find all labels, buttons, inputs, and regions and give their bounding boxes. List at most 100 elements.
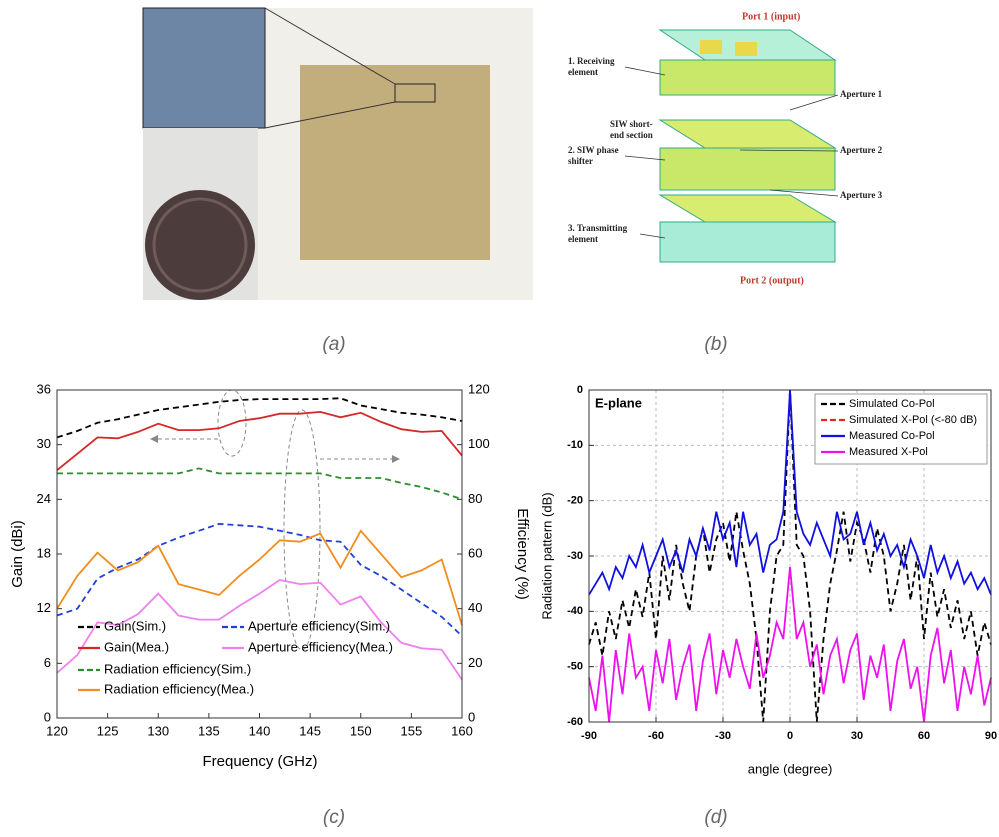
- y2-tick-label: 100: [468, 436, 490, 451]
- diagram-label: Aperture 1: [840, 89, 883, 99]
- leader-line: [624, 155, 666, 161]
- x-axis-label: Frequency (GHz): [202, 753, 317, 770]
- diagram: [658, 29, 837, 263]
- leader-line: [789, 94, 839, 111]
- y2-tick-label: 0: [468, 709, 475, 724]
- patch: [700, 40, 722, 54]
- x-tick-label: 30: [851, 730, 863, 742]
- diagram-label: element: [568, 234, 598, 244]
- x-tick-label: 60: [918, 730, 930, 742]
- leader-line: [639, 233, 666, 239]
- x-tick-label: 145: [299, 723, 321, 738]
- legend-label: Radiation efficiency(Mea.): [104, 681, 254, 696]
- series-line: [56, 522, 463, 637]
- legend-label: Aperture efficiency(Mea.): [248, 639, 393, 654]
- y-tick-label: 24: [37, 491, 51, 506]
- caption: (a): [322, 334, 345, 355]
- layer-2: [659, 147, 836, 191]
- annotation: E-plane: [595, 395, 642, 410]
- diagram-label: Port 2 (output): [740, 275, 804, 286]
- y-tick-label: -40: [567, 605, 583, 617]
- y-tick-label: -10: [567, 439, 583, 451]
- y-tick-label: -50: [567, 661, 583, 673]
- diagram-label: element: [568, 67, 598, 77]
- leader-line: [769, 189, 839, 197]
- y-axis-label: Gain (dBi): [9, 520, 26, 588]
- layer-3: [659, 221, 836, 263]
- y-tick-label: 0: [44, 709, 51, 724]
- zoom-inset: [142, 7, 266, 129]
- zoom-line: [264, 7, 396, 85]
- y2-axis-label: Efficiency (%): [514, 508, 531, 599]
- leader-lines: [624, 66, 839, 239]
- legend-label: Gain(Mea.): [104, 639, 169, 654]
- y-tick-label: 12: [37, 600, 51, 615]
- y-tick-label: 6: [44, 655, 51, 670]
- y-tick-label: -60: [567, 716, 583, 728]
- diagram-label: 1. Receiving: [568, 56, 615, 66]
- leader-line: [739, 149, 839, 152]
- diagram-label: Port 1 (input): [742, 11, 800, 22]
- x-tick-label: 135: [198, 723, 220, 738]
- caption: (c): [323, 807, 345, 828]
- layer-1: [659, 59, 836, 96]
- y-tick-label: -30: [567, 550, 583, 562]
- x-tick-label: 150: [350, 723, 372, 738]
- legend-label: Aperture efficiency(Sim.): [248, 618, 390, 633]
- y-axis-label: Radiation pattern (dB): [539, 492, 554, 619]
- legend-label: Simulated X-Pol (<-80 dB): [849, 414, 977, 426]
- legend-label: Measured Co-Pol: [849, 430, 935, 442]
- series-line: [588, 389, 992, 723]
- diagram-label: 2. SIW phase: [568, 145, 619, 155]
- diagram-label: shifter: [568, 156, 593, 166]
- series-line: [56, 410, 463, 471]
- x-tick-label: -60: [648, 730, 664, 742]
- series-line: [56, 397, 463, 439]
- y-tick-label: 30: [37, 436, 51, 451]
- diagram-label: Aperture 2: [840, 145, 883, 155]
- series-line: [56, 579, 463, 681]
- caption: (b): [704, 334, 727, 355]
- y-tick-label: 18: [37, 545, 51, 560]
- zoom-box: [394, 83, 436, 103]
- series-line: [56, 529, 463, 626]
- x-axis-label: angle (degree): [748, 761, 833, 776]
- x-tick-label: 120: [46, 723, 68, 738]
- x-tick-label: 90: [985, 730, 997, 742]
- coin-rim: [152, 197, 248, 293]
- legend-label: Measured X-Pol: [849, 446, 928, 458]
- y2-tick-label: 120: [468, 381, 490, 396]
- legend-label: Simulated Co-Pol: [849, 398, 935, 410]
- x-tick-label: -90: [581, 730, 597, 742]
- series-line: [57, 467, 463, 501]
- arrowhead: [150, 435, 158, 443]
- diagram-label: 3. Transmitting: [568, 223, 628, 233]
- x-tick-label: 160: [451, 723, 473, 738]
- layer-top: [658, 119, 837, 149]
- y2-tick-label: 40: [468, 600, 482, 615]
- diagram-label: Aperture 3: [840, 190, 883, 200]
- x-tick-label: 155: [401, 723, 423, 738]
- diagram-label: SIW short-: [610, 119, 653, 129]
- x-tick-label: -30: [715, 730, 731, 742]
- zoom-line: [264, 101, 396, 129]
- x-tick-label: 125: [97, 723, 119, 738]
- patch: [735, 42, 757, 56]
- y2-tick-label: 80: [468, 491, 482, 506]
- caption: (d): [704, 807, 727, 828]
- plot-frame: [56, 389, 463, 719]
- y-tick-label: 0: [577, 384, 583, 396]
- y2-tick-label: 60: [468, 545, 482, 560]
- legend-label: Gain(Sim.): [104, 618, 166, 633]
- diagram-label: end section: [610, 130, 653, 140]
- x-tick-label: 130: [147, 723, 169, 738]
- layer-top: [658, 194, 837, 223]
- y-tick-label: -20: [567, 495, 583, 507]
- annotation-ellipse: [283, 409, 321, 651]
- y2-tick-label: 20: [468, 655, 482, 670]
- plot-frame: [588, 389, 992, 723]
- leader-line: [624, 66, 666, 76]
- legend-label: Radiation efficiency(Sim.): [104, 661, 251, 676]
- x-tick-label: 140: [249, 723, 271, 738]
